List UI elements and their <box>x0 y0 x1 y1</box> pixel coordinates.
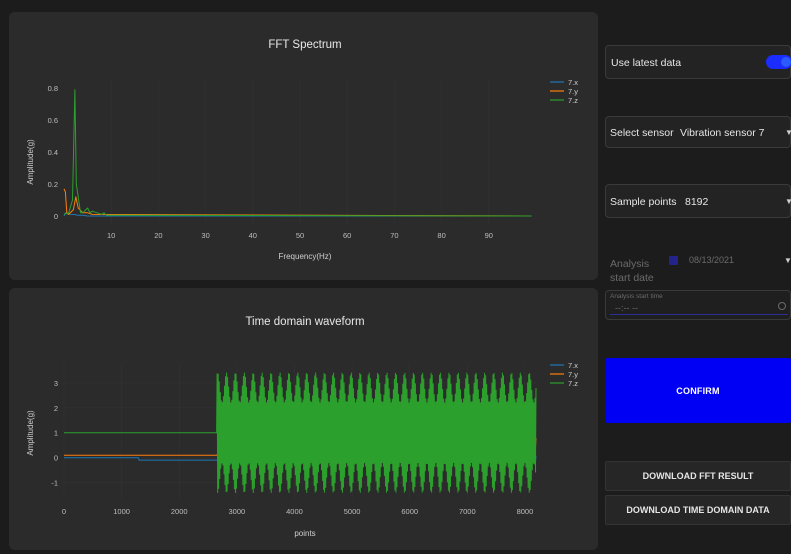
clock-icon[interactable] <box>778 302 786 310</box>
y-tick-label: 0.4 <box>48 148 58 157</box>
legend-label: 7.z <box>568 96 578 105</box>
fft-chart-panel: FFT Spectrum Frequency(Hz) Amplitude(g) … <box>9 12 598 280</box>
start-time-underline <box>610 314 788 315</box>
sensor-value: Vibration sensor 7 <box>680 127 765 139</box>
y-tick-label: 0.2 <box>48 180 58 189</box>
time-chart: Time domain waveform points Amplitude(g)… <box>26 316 578 538</box>
sample-points-select[interactable] <box>605 184 791 218</box>
use-latest-label: Use latest data <box>611 57 682 69</box>
x-tick-label: 8000 <box>517 507 534 516</box>
legend-label: 7.x <box>568 361 578 370</box>
date-label-line2: start date <box>610 272 654 284</box>
y-tick-label: 0.8 <box>48 84 58 93</box>
x-tick-label: 5000 <box>344 507 361 516</box>
y-tick-label: 0.6 <box>48 116 58 125</box>
x-tick-label: 90 <box>485 231 493 240</box>
x-tick-label: 60 <box>343 231 351 240</box>
chevron-down-icon: ▼ <box>785 128 791 137</box>
start-time-label: Analysis start time <box>610 293 663 300</box>
series-line-7.x <box>63 212 532 217</box>
legend-label: 7.y <box>568 87 578 96</box>
sample-points-value: 8192 <box>685 196 709 208</box>
fft-chart: FFT Spectrum Frequency(Hz) Amplitude(g) … <box>26 39 578 261</box>
time-chart-panel: Time domain waveform points Amplitude(g)… <box>9 288 598 550</box>
start-time-field[interactable] <box>605 290 791 320</box>
x-tick-label: 7000 <box>459 507 476 516</box>
toggle-knob <box>781 57 791 67</box>
chevron-down-icon: ▼ <box>784 256 791 265</box>
series-line-7.z <box>64 372 537 493</box>
x-tick-label: 20 <box>154 231 162 240</box>
chevron-down-icon: ▼ <box>785 197 791 206</box>
time-y-axis-label: Amplitude(g) <box>26 410 35 456</box>
x-tick-label: 6000 <box>401 507 418 516</box>
download-time-domain-button[interactable]: DOWNLOAD TIME DOMAIN DATA <box>605 495 791 525</box>
y-tick-label: -1 <box>51 479 58 488</box>
x-tick-label: 1000 <box>113 507 130 516</box>
series-line-7.y <box>63 188 532 217</box>
use-latest-row <box>605 45 791 79</box>
x-tick-label: 80 <box>437 231 445 240</box>
legend-label: 7.x <box>568 78 578 87</box>
time-chart-title: Time domain waveform <box>245 316 364 328</box>
x-tick-label: 3000 <box>229 507 246 516</box>
x-tick-label: 30 <box>201 231 209 240</box>
x-tick-label: 50 <box>296 231 304 240</box>
sensor-label: Select sensor <box>610 127 674 139</box>
x-tick-label: 10 <box>107 231 115 240</box>
confirm-button[interactable]: CONFIRM <box>605 358 791 423</box>
time-x-axis-label: points <box>294 529 315 538</box>
date-value[interactable]: 08/13/2021 <box>689 255 735 265</box>
y-tick-label: 0 <box>54 212 58 221</box>
fft-chart-title: FFT Spectrum <box>268 39 341 51</box>
legend-label: 7.z <box>568 379 578 388</box>
x-tick-label: 40 <box>249 231 257 240</box>
date-label-line1: Analysis <box>610 258 650 270</box>
x-tick-label: 70 <box>390 231 398 240</box>
y-tick-label: 0 <box>54 454 58 463</box>
fft-y-axis-label: Amplitude(g) <box>26 139 35 185</box>
y-tick-label: 3 <box>54 379 58 388</box>
start-time-value[interactable]: --:-- -- <box>615 303 638 313</box>
download-fft-button[interactable]: DOWNLOAD FFT RESULT <box>605 461 791 491</box>
legend-label: 7.y <box>568 370 578 379</box>
calendar-icon[interactable] <box>669 256 678 265</box>
x-tick-label: 4000 <box>286 507 303 516</box>
y-tick-label: 2 <box>54 404 58 413</box>
use-latest-toggle[interactable] <box>766 55 791 69</box>
x-tick-label: 2000 <box>171 507 188 516</box>
x-tick-label: 0 <box>62 507 66 516</box>
fft-x-axis-label: Frequency(Hz) <box>279 252 332 261</box>
sample-points-label: Sample points <box>610 196 677 208</box>
series-line-7.z <box>63 89 532 217</box>
y-tick-label: 1 <box>54 429 58 438</box>
